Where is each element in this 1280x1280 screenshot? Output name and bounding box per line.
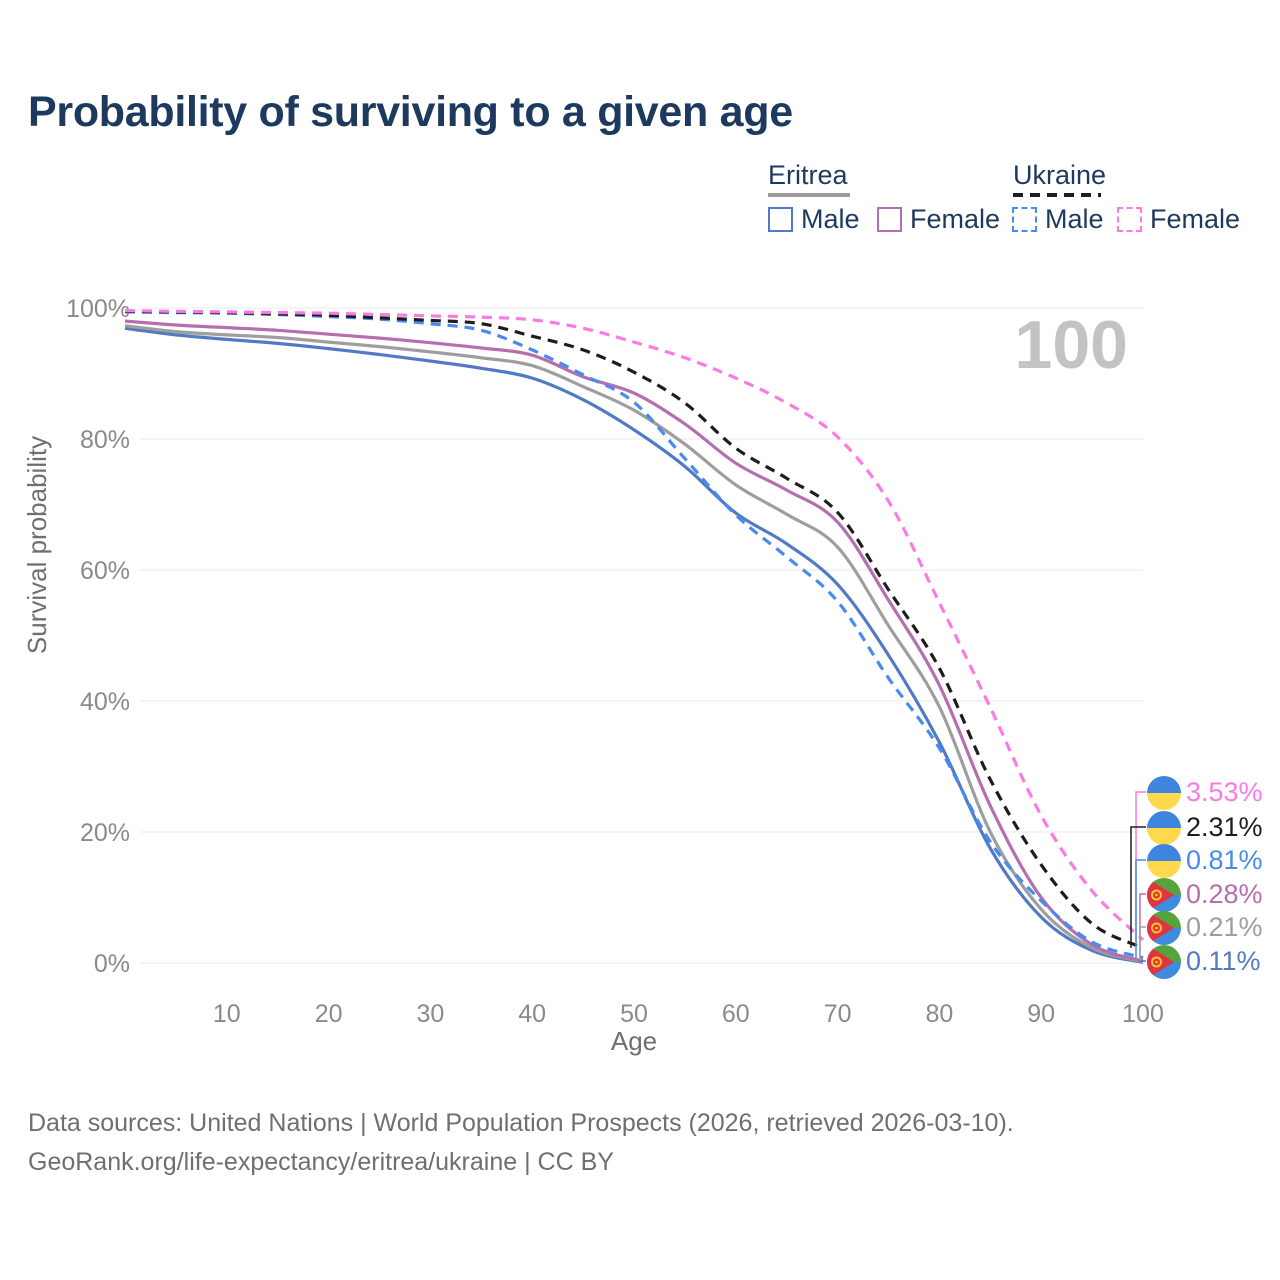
x-tick-label: 70	[824, 1000, 852, 1028]
footer: Data sources: United Nations | World Pop…	[28, 1104, 1014, 1182]
x-tick-label: 100	[1122, 1000, 1164, 1028]
series-eritrea-total[interactable]	[124, 324, 1144, 964]
end-label-value: 0.28%	[1186, 879, 1263, 909]
end-label-ukraine-female[interactable]: 3.53%	[1147, 775, 1263, 810]
end-label-ukraine-total[interactable]: 2.31%	[1147, 810, 1263, 845]
eritrea-flag-icon	[1147, 877, 1181, 912]
x-tick-label: 60	[722, 1000, 750, 1028]
legend-label-eritrea-male[interactable]: Male	[801, 204, 860, 234]
end-label-connector-ukraine-male	[1135, 859, 1146, 958]
y-axis-title: Survival probability	[22, 436, 52, 654]
series-eritrea-male[interactable]	[124, 326, 1144, 964]
end-label-connector-eritrea-total	[1139, 926, 1146, 962]
eritrea-flag-icon	[1147, 910, 1181, 945]
legend-country-ukraine[interactable]: Ukraine	[1013, 160, 1107, 190]
chart-title: Probability of surviving to a given age	[28, 88, 793, 136]
legend-swatch-ukraine-female[interactable]	[1117, 207, 1142, 232]
legend-line-ukraine	[1013, 193, 1101, 197]
end-label-eritrea-female[interactable]: 0.28%	[1147, 877, 1263, 912]
legend: Eritrea Male Female Ukraine Male Female	[0, 0, 1280, 250]
end-label-value: 0.11%	[1186, 946, 1261, 976]
footer-data-sources: Data sources: United Nations | World Pop…	[28, 1109, 1014, 1137]
ukraine-flag-icon	[1147, 810, 1181, 845]
series-ukraine-male[interactable]	[124, 310, 1144, 960]
x-tick-label: 80	[925, 1000, 953, 1028]
legend-label-ukraine-male[interactable]: Male	[1045, 204, 1104, 234]
end-label-eritrea-total[interactable]: 0.21%	[1147, 910, 1263, 945]
end-label-value: 0.21%	[1186, 912, 1263, 942]
legend-country-eritrea[interactable]: Eritrea	[768, 160, 848, 190]
y-tick-label: 20%	[80, 819, 130, 847]
end-label-eritrea-male[interactable]: 0.11%	[1147, 944, 1261, 979]
y-tick-label: 80%	[80, 426, 130, 454]
x-tick-label: 50	[620, 1000, 648, 1028]
y-tick-label: 0%	[94, 950, 130, 978]
footer-link[interactable]: GeoRank.org/life-expectancy/eritrea/ukra…	[28, 1148, 614, 1176]
y-tick-label: 60%	[80, 557, 130, 585]
x-tick-label: 20	[315, 1000, 343, 1028]
x-tick-label: 10	[213, 1000, 241, 1028]
legend-label-eritrea-female[interactable]: Female	[910, 204, 1001, 234]
end-label-value: 0.81%	[1186, 845, 1263, 875]
legend-swatch-eritrea-male[interactable]	[768, 207, 793, 232]
end-label-value: 3.53%	[1186, 777, 1263, 807]
legend-swatch-eritrea-female[interactable]	[877, 207, 902, 232]
series-eritrea-female[interactable]	[124, 319, 1144, 963]
x-tick-label: 90	[1027, 1000, 1055, 1028]
end-label-connector-eritrea-male	[1139, 960, 1146, 963]
ukraine-flag-icon	[1147, 775, 1181, 810]
legend-label-ukraine-female[interactable]: Female	[1150, 204, 1241, 234]
x-axis-title: Age	[611, 1026, 657, 1056]
legend-line-eritrea	[768, 193, 850, 197]
series-ukraine-female[interactable]	[124, 309, 1145, 942]
end-label-value: 2.31%	[1186, 812, 1263, 842]
eritrea-flag-icon	[1147, 944, 1181, 979]
age-watermark: 100	[1015, 307, 1128, 383]
end-label-connector-ukraine-female	[1135, 791, 1146, 940]
ukraine-flag-icon	[1147, 843, 1181, 878]
y-tick-label: 100%	[66, 295, 130, 323]
y-tick-label: 40%	[80, 688, 130, 716]
legend-swatch-ukraine-male[interactable]	[1012, 207, 1037, 232]
end-label-connector-ukraine-total	[1130, 826, 1146, 948]
series-ukraine-total[interactable]	[124, 309, 1144, 950]
x-tick-label: 40	[518, 1000, 546, 1028]
x-tick-label: 30	[416, 1000, 444, 1028]
end-label-ukraine-male[interactable]: 0.81%	[1147, 843, 1263, 878]
